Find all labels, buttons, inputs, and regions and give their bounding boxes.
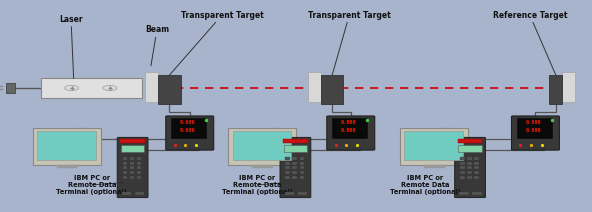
Text: Transparent Target: Transparent Target xyxy=(169,11,263,75)
Bar xyxy=(517,118,552,138)
Text: Transparent Target: Transparent Target xyxy=(308,11,391,75)
Bar xyxy=(123,176,127,179)
Bar xyxy=(130,171,134,174)
Bar xyxy=(121,145,144,152)
Text: 0.000: 0.000 xyxy=(180,128,196,133)
Bar xyxy=(460,166,465,169)
Bar xyxy=(460,171,465,174)
Bar xyxy=(474,171,479,174)
Bar xyxy=(308,72,321,102)
Bar xyxy=(474,176,479,179)
Text: Reference Target: Reference Target xyxy=(493,11,567,75)
Bar xyxy=(300,157,304,160)
Bar xyxy=(474,157,479,160)
Bar xyxy=(122,192,131,195)
Bar xyxy=(332,118,367,138)
Bar xyxy=(292,162,297,165)
Text: 0.000: 0.000 xyxy=(526,120,542,125)
Bar xyxy=(292,157,297,160)
Bar xyxy=(284,145,307,152)
Bar xyxy=(137,171,141,174)
Bar xyxy=(300,171,304,174)
Text: IBM PC or
Remote Data
Terminal (optional): IBM PC or Remote Data Terminal (optional… xyxy=(56,175,127,195)
Bar xyxy=(285,171,290,174)
Text: 0.000: 0.000 xyxy=(180,120,196,125)
Text: Laser: Laser xyxy=(59,15,83,78)
Bar xyxy=(33,128,101,165)
Bar xyxy=(467,171,472,174)
Bar xyxy=(123,171,127,174)
Bar xyxy=(137,176,141,179)
Bar xyxy=(37,131,96,160)
Bar xyxy=(300,176,304,179)
Bar xyxy=(130,157,134,160)
FancyBboxPatch shape xyxy=(327,116,375,150)
Bar xyxy=(458,145,482,152)
Bar xyxy=(472,192,482,195)
FancyBboxPatch shape xyxy=(455,137,485,198)
Bar xyxy=(137,162,141,165)
FancyBboxPatch shape xyxy=(117,137,148,198)
Bar xyxy=(228,128,296,165)
Bar xyxy=(400,128,468,165)
Bar xyxy=(467,166,472,169)
Bar xyxy=(135,192,144,195)
Bar xyxy=(460,157,465,160)
Bar xyxy=(171,118,206,138)
Text: IBM PC or
Remote Data
Terminal (optional): IBM PC or Remote Data Terminal (optional… xyxy=(390,175,464,195)
Bar xyxy=(474,166,479,169)
Bar xyxy=(130,166,134,169)
Bar xyxy=(41,78,142,98)
Bar xyxy=(549,75,562,104)
Bar xyxy=(130,176,134,179)
Bar xyxy=(6,83,15,93)
Bar xyxy=(285,162,290,165)
Bar xyxy=(300,162,304,165)
Bar xyxy=(145,72,158,102)
Bar xyxy=(137,157,141,160)
Bar xyxy=(285,157,290,160)
Bar xyxy=(123,157,127,160)
Text: 0.000: 0.000 xyxy=(341,120,357,125)
Bar xyxy=(130,162,134,165)
Bar xyxy=(562,72,575,102)
Bar xyxy=(467,162,472,165)
Bar xyxy=(459,192,469,195)
Bar xyxy=(292,166,297,169)
Bar xyxy=(460,176,465,179)
Bar xyxy=(404,131,463,160)
Bar xyxy=(321,75,343,104)
Text: 0.000: 0.000 xyxy=(526,128,542,133)
Bar xyxy=(474,162,479,165)
Bar xyxy=(298,192,307,195)
Bar xyxy=(458,139,482,143)
Text: 0.000: 0.000 xyxy=(341,128,357,133)
FancyBboxPatch shape xyxy=(166,116,214,150)
Bar xyxy=(292,171,297,174)
Bar xyxy=(233,131,291,160)
Bar xyxy=(123,162,127,165)
Bar xyxy=(467,176,472,179)
Text: IBM PC or
Remote Data
Terminal (optional): IBM PC or Remote Data Terminal (optional… xyxy=(222,175,293,195)
Bar xyxy=(460,162,465,165)
Bar xyxy=(467,157,472,160)
Bar xyxy=(123,166,127,169)
Text: Beam: Beam xyxy=(145,25,169,66)
Bar xyxy=(300,166,304,169)
Bar xyxy=(137,166,141,169)
Bar xyxy=(285,166,290,169)
FancyBboxPatch shape xyxy=(280,137,311,198)
Bar xyxy=(283,139,308,143)
Bar xyxy=(285,176,290,179)
Circle shape xyxy=(65,85,79,91)
Bar xyxy=(158,75,181,104)
Bar xyxy=(292,176,297,179)
FancyBboxPatch shape xyxy=(511,116,559,150)
Bar xyxy=(285,192,294,195)
Bar xyxy=(120,139,145,143)
Circle shape xyxy=(103,85,117,91)
